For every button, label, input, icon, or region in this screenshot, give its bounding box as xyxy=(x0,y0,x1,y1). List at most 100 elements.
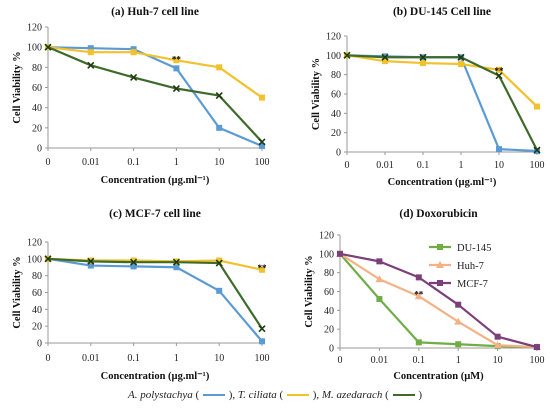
data-point xyxy=(457,53,465,61)
y-tick-label: 0 xyxy=(37,339,42,350)
y-tick-label: 120 xyxy=(319,231,334,242)
x-tick-label: 1 xyxy=(174,353,179,364)
y-tick-label: 20 xyxy=(331,128,341,139)
legend-swatch-t-ciliata xyxy=(286,394,309,397)
data-point xyxy=(87,49,94,56)
data-point xyxy=(534,344,540,351)
y-tick-label: 120 xyxy=(27,238,42,249)
x-tick-label: 0 xyxy=(338,355,343,366)
data-point xyxy=(259,338,265,345)
data-point xyxy=(130,258,138,266)
x-tick-label: 1 xyxy=(459,160,464,171)
data-point xyxy=(376,296,383,303)
data-point xyxy=(375,275,384,283)
y-tick-label: 100 xyxy=(27,43,42,54)
y-tick-label: 60 xyxy=(324,287,334,298)
data-point xyxy=(173,65,180,72)
y-tick-label: 20 xyxy=(32,123,42,134)
data-point xyxy=(216,64,223,71)
legend-name-a-polystachya: A. polystachya xyxy=(128,389,193,401)
y-tick-label: 120 xyxy=(326,32,341,43)
x-tick-label: 10 xyxy=(493,355,503,366)
y-axis-label: Cell Viability % xyxy=(311,58,322,130)
x-tick-label: 0.1 xyxy=(127,353,140,364)
significance-label: ** xyxy=(172,54,182,64)
data-point xyxy=(172,84,180,93)
data-point xyxy=(130,73,138,81)
y-tick-label: 20 xyxy=(32,322,42,333)
y-tick-label: 40 xyxy=(32,103,42,114)
legend-marker xyxy=(436,261,444,268)
x-tick-label: 0.1 xyxy=(127,157,140,168)
legend-swatch-a-polystachya xyxy=(202,394,225,397)
y-tick-label: 120 xyxy=(27,23,42,34)
data-point xyxy=(130,46,137,53)
series-line-1 xyxy=(346,54,538,108)
x-tick-label: 0.01 xyxy=(376,160,394,171)
data-point xyxy=(258,325,266,333)
data-point xyxy=(87,257,95,265)
y-axis-label: Cell Viability % xyxy=(12,51,23,123)
data-point xyxy=(455,341,462,348)
data-point xyxy=(87,45,94,52)
legend-swatch-m-azedarach xyxy=(392,394,415,397)
y-tick-label: 40 xyxy=(32,305,42,316)
x-tick-label: 100 xyxy=(255,157,270,168)
y-tick-label: 100 xyxy=(319,249,334,260)
x-tick-label: 0 xyxy=(345,160,350,171)
y-tick-label: 60 xyxy=(32,288,42,299)
chart-mcf7: (c) MCF-7 cell line 0 20 40 60 80 100 120 0 0.01 0… xyxy=(12,208,270,382)
data-point xyxy=(215,92,223,100)
x-tick-label: 10 xyxy=(214,157,224,168)
significance-label: ** xyxy=(258,263,268,273)
data-point xyxy=(216,124,223,131)
data-point xyxy=(381,53,389,61)
series-line-2 xyxy=(47,257,263,330)
data-point xyxy=(216,287,223,294)
legend-name-t-ciliata: T. ciliata xyxy=(237,389,277,401)
series-line-2 xyxy=(346,54,538,151)
x-tick-label: 100 xyxy=(530,160,545,171)
series-line-2 xyxy=(47,46,263,143)
data-point xyxy=(419,53,427,61)
legend-marker xyxy=(437,244,443,250)
series-line-1 xyxy=(339,252,538,349)
data-point xyxy=(495,72,503,80)
x-tick-label: 10 xyxy=(494,160,504,171)
data-point xyxy=(458,61,464,68)
x-tick-label: 0.1 xyxy=(417,160,430,171)
x-axis-label: Concentration (µg.ml⁻¹) xyxy=(388,177,497,188)
y-tick-label: 80 xyxy=(324,268,334,279)
data-point xyxy=(259,94,265,101)
series-line-2 xyxy=(339,252,538,349)
x-tick-label: 1 xyxy=(456,355,461,366)
legend-name-m-azedarach: M. azedarach xyxy=(321,389,383,401)
x-axis-label: Concentration (µg.ml⁻¹) xyxy=(101,371,210,382)
data-point xyxy=(130,49,137,56)
y-tick-label: 100 xyxy=(326,51,341,62)
data-point xyxy=(44,255,52,263)
data-point xyxy=(496,66,502,73)
y-tick-label: 80 xyxy=(32,63,42,74)
chart-huh7: (a) Huh-7 cell line 0 20 40 60 80 100 120 0 0.01 0… xyxy=(12,6,270,186)
data-point xyxy=(216,257,223,264)
data-point xyxy=(87,61,95,69)
data-point xyxy=(337,250,343,257)
data-point xyxy=(415,274,422,281)
data-point xyxy=(172,258,180,266)
x-tick-label: 0 xyxy=(46,157,51,168)
shared-legend: A. polystachya ( ), T. ciliata ( ), M. a… xyxy=(128,389,422,401)
x-tick-label: 0.01 xyxy=(82,157,100,168)
chart-title: (a) Huh-7 cell line xyxy=(111,6,199,18)
data-point xyxy=(376,258,383,265)
x-tick-label: 1 xyxy=(174,157,179,168)
data-point xyxy=(130,263,137,270)
data-point xyxy=(420,60,426,67)
data-point xyxy=(173,57,180,64)
x-tick-label: 100 xyxy=(530,355,545,366)
x-axis-label: Concentration (µg.ml⁻¹) xyxy=(101,175,210,186)
significance-label: ** xyxy=(495,66,505,76)
data-point xyxy=(173,264,180,271)
data-point xyxy=(455,301,462,308)
legend-label: DU-145 xyxy=(457,243,491,254)
